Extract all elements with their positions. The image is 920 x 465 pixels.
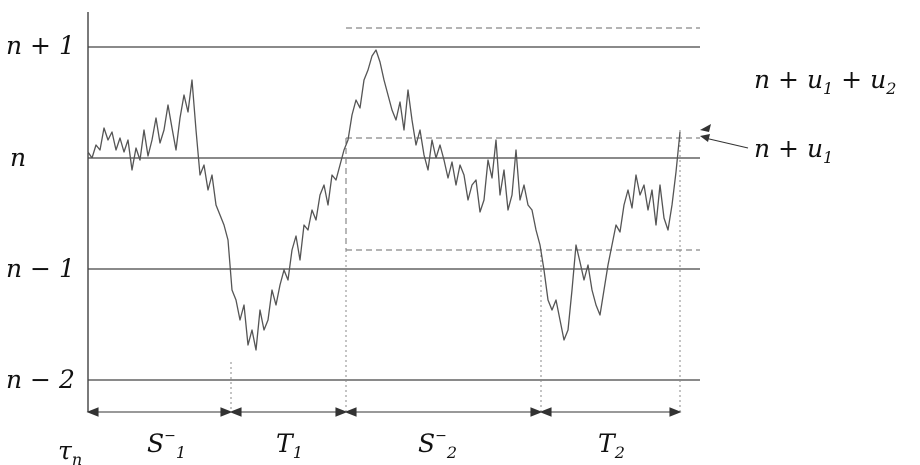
label-n-minus-1: n − 1 [6, 254, 75, 283]
label-S1: S−1 [147, 428, 186, 462]
label-n: n [10, 143, 26, 172]
label-n-u1-u2: n + u1 + u2 [754, 65, 896, 98]
label-n-minus-2: n − 2 [6, 365, 75, 394]
interval-arrows [86, 407, 682, 417]
label-n-plus-1: n + 1 [6, 31, 75, 60]
brownian-path [87, 49, 681, 351]
label-S2: S−2 [418, 428, 457, 462]
label-tau-n: τn [58, 436, 82, 465]
arrow-shaft-n-u1 [704, 137, 749, 149]
label-n-u1: n + u1 [754, 134, 833, 167]
label-T1: T1 [276, 429, 303, 462]
arrow-head-n-u1 [700, 134, 710, 142]
arrow-head-n-u1-u2 [700, 124, 711, 132]
label-T2: T2 [598, 429, 625, 462]
